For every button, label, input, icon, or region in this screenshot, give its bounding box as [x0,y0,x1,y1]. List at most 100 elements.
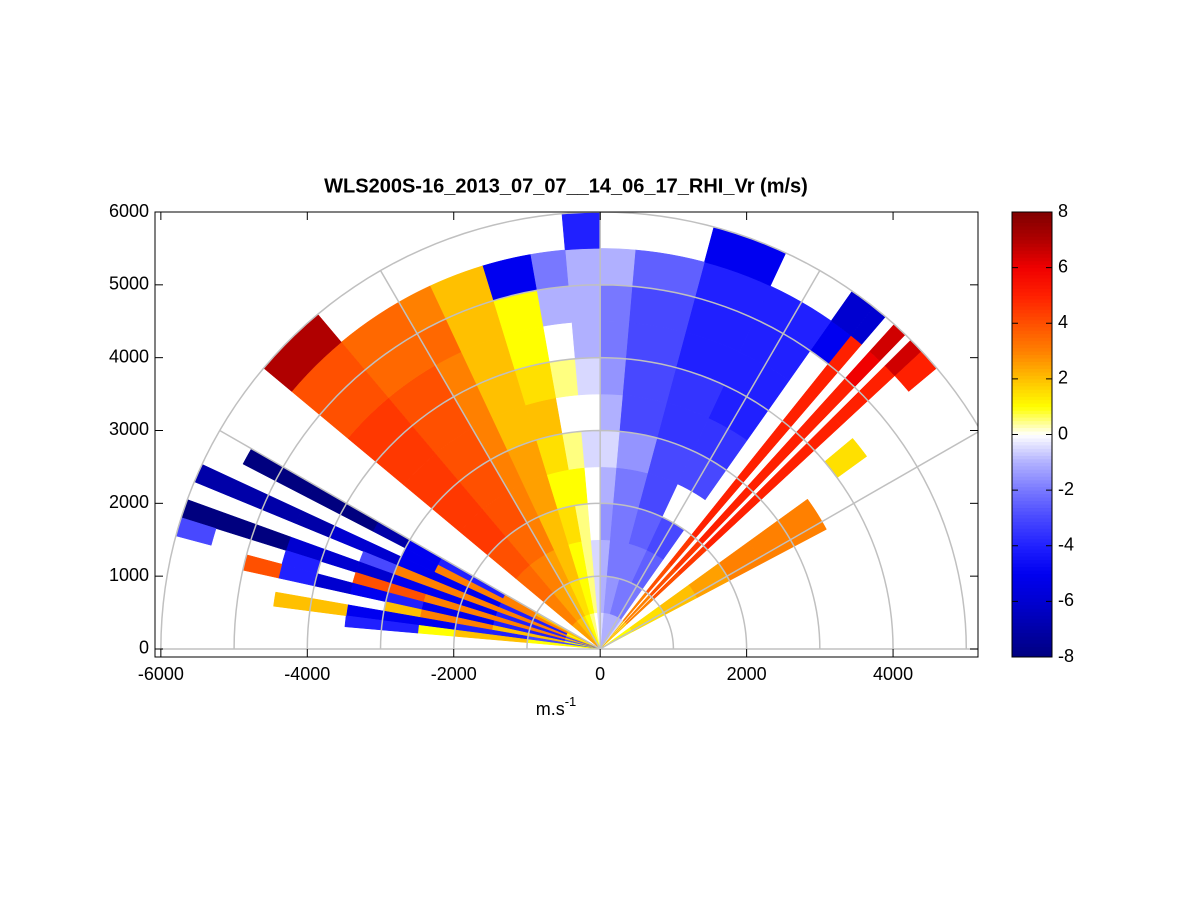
colorbar-swatch [1012,281,1052,286]
colorbar-swatch [1012,246,1052,251]
colorbar-swatch [1012,587,1052,592]
colorbar-swatch [1012,232,1052,237]
y-tick-label: 4000 [109,346,149,366]
colorbar-swatch [1012,260,1052,265]
colorbar-swatch [1012,483,1052,488]
x-tick-label: 2000 [727,664,767,684]
colorbar-swatch [1012,455,1052,460]
colorbar-swatch [1012,636,1052,641]
colorbar-swatch [1012,382,1052,387]
radar-cell [568,284,601,323]
colorbar-swatch [1012,285,1052,289]
radar-cell [599,357,626,396]
colorbar-swatch [1012,403,1052,408]
colorbar-swatch [1012,629,1052,634]
radar-cell [529,249,569,291]
colorbar-swatch [1012,504,1052,509]
grid [160,212,978,650]
angle-spoke [599,431,978,650]
colorbar-swatch [1012,625,1052,630]
colorbar-swatch [1012,437,1052,442]
colorbar-swatch [1012,253,1052,258]
colorbar-swatch [1012,326,1052,331]
colorbar-tick-label: 4 [1058,312,1068,332]
colorbar-swatch [1012,312,1052,317]
colorbar-swatch [1012,469,1052,474]
colorbar-swatch [1012,601,1052,606]
colorbar-swatch [1012,538,1052,543]
colorbar-swatch [1012,448,1052,453]
y-tick-label: 1000 [109,565,149,585]
colorbar-swatch [1012,622,1052,627]
colorbar-swatch [1012,347,1052,352]
colorbar-swatch [1012,243,1052,248]
y-tick-label: 5000 [109,274,149,294]
y-tick-label: 6000 [109,201,149,221]
colorbar-swatch [1012,531,1052,536]
radar-cell [599,430,620,468]
colorbar-swatch [1012,608,1052,613]
radar-cell [564,248,601,287]
colorbar-swatch [1012,486,1052,491]
colorbar-swatch [1012,458,1052,463]
chart-title: WLS200S-16_2013_07_07__14_06_17_RHI_Vr (… [324,175,808,197]
colorbar-tick-label: 6 [1058,256,1068,276]
colorbar-swatch [1012,344,1052,349]
colorbar-swatch [1012,590,1052,595]
colorbar-swatch [1012,462,1052,467]
colorbar-swatch [1012,351,1052,356]
colorbar-swatch [1012,354,1052,359]
colorbar-tick-label: -2 [1058,479,1074,499]
x-label-superscript: -1 [565,694,577,709]
colorbar-swatch [1012,323,1052,328]
colorbar-swatch [1012,472,1052,477]
colorbar-swatch [1012,514,1052,519]
colorbar-swatch [1012,298,1052,303]
colorbar-swatch [1012,239,1052,244]
x-tick-label: 0 [595,664,605,684]
colorbar-swatch [1012,497,1052,502]
colorbar-swatch [1012,427,1052,432]
colorbar-swatch [1012,378,1052,383]
angle-spoke [219,429,601,650]
colorbar-swatch [1012,510,1052,515]
colorbar-swatch [1012,236,1052,241]
axes-box [154,211,979,658]
colorbar-swatch [1012,358,1052,362]
colorbar-swatch [1012,597,1052,602]
colorbar-swatch [1012,225,1052,230]
colorbar-swatch [1012,424,1052,429]
colorbar-tick-label: 8 [1058,201,1068,221]
colorbar-swatch [1012,371,1052,376]
colorbar-swatch [1012,451,1052,456]
colorbar-swatch [1012,650,1052,655]
colorbar-swatch [1012,431,1052,435]
colorbar-swatch [1012,212,1052,216]
colorbar-swatch [1012,368,1052,373]
colorbar-swatch [1012,257,1052,262]
colorbar-swatch [1012,643,1052,648]
colorbar-tick-label: -6 [1058,590,1074,610]
colorbar-swatch [1012,577,1052,582]
colorbar-swatch [1012,559,1052,564]
colorbar-swatch [1012,319,1052,324]
colorbar-swatch [1012,396,1052,401]
colorbar-swatch [1012,580,1052,585]
colorbar-swatch [1012,399,1052,404]
colorbar-swatch [1012,556,1052,561]
angle-spoke [379,270,601,650]
colorbar-swatch [1012,340,1052,345]
colorbar-swatch [1012,490,1052,495]
colorbar-swatch [1012,528,1052,533]
angle-spoke [599,270,821,650]
colorbar-swatch [1012,291,1052,296]
colorbar-swatch [1012,413,1052,418]
colorbar-swatch [1012,375,1052,380]
colorbar-swatch [1012,570,1052,575]
colorbar-swatch [1012,535,1052,540]
x-axis-label: m.s-1 [536,694,577,718]
colorbar-swatch [1012,646,1052,651]
colorbar-tick-label: 2 [1058,368,1068,388]
colorbar-swatch [1012,333,1052,338]
